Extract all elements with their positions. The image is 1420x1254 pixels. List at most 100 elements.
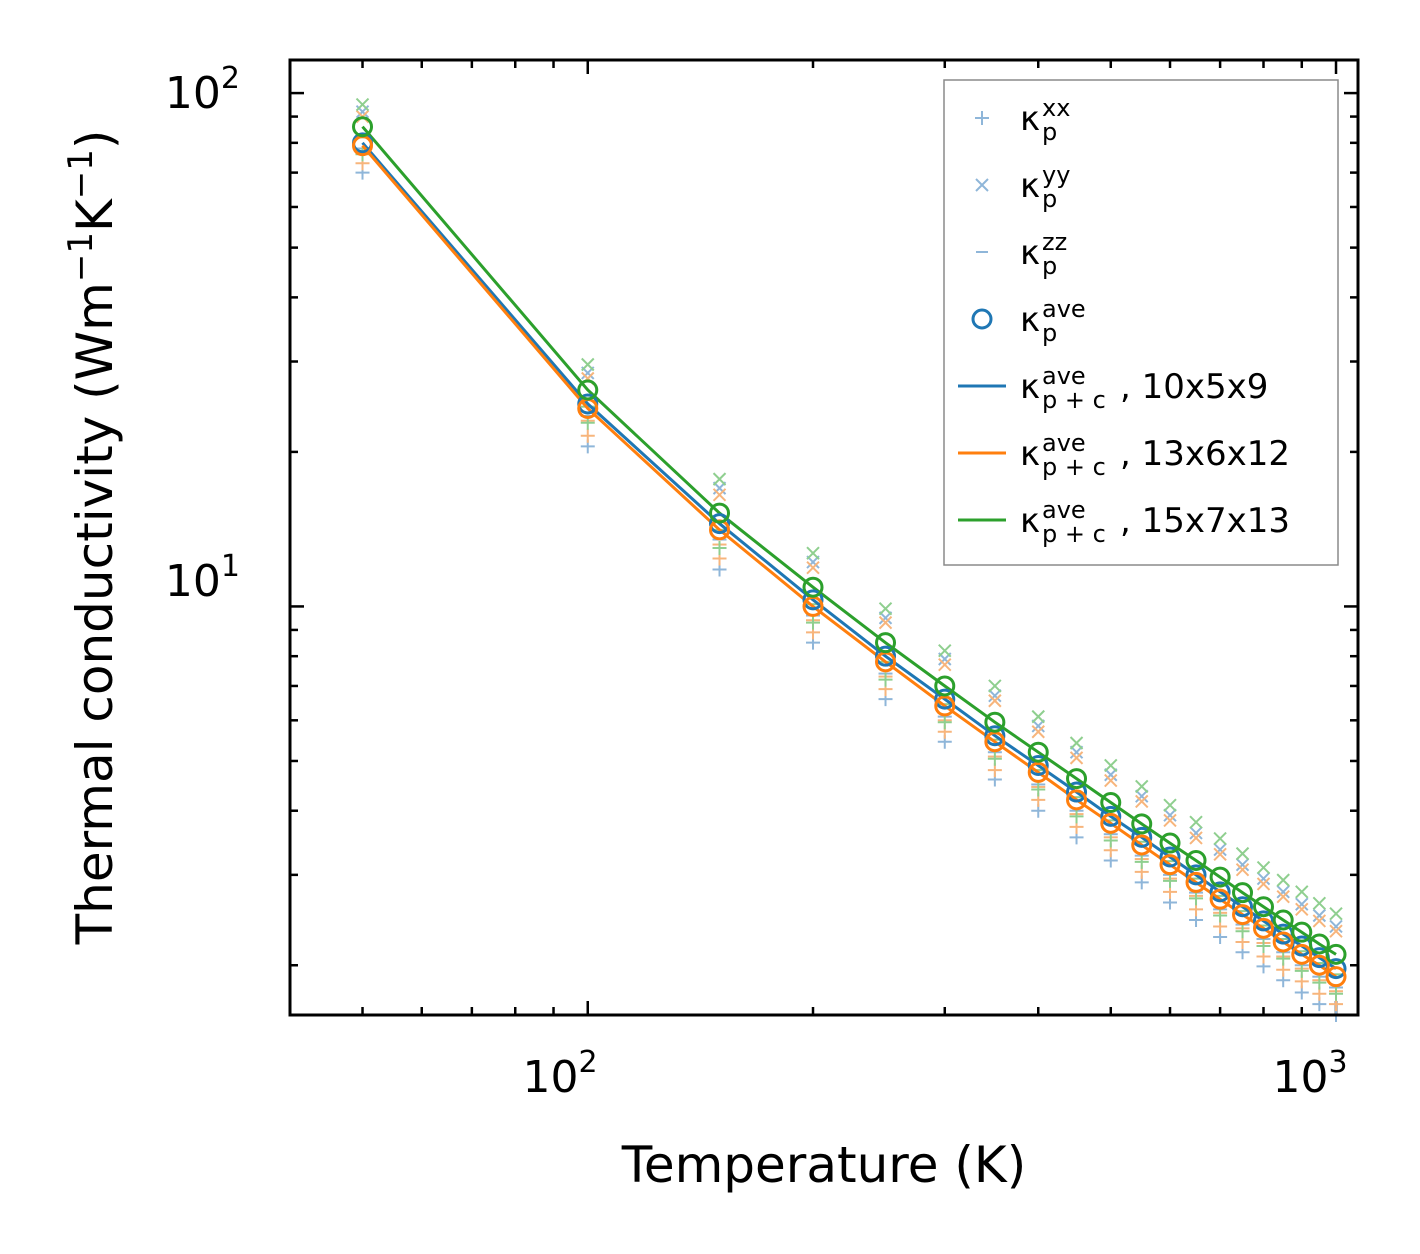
kappa-ave-marker: [1272, 909, 1294, 931]
kappa-yy-marker: [1163, 798, 1177, 812]
y-tick-label-10: 101: [165, 549, 240, 607]
y-axis-label-exp1: −1: [61, 232, 101, 282]
kappa-yy-marker: [1295, 897, 1309, 911]
kappa-ave-marker: [875, 632, 897, 654]
legend-kappa: κ: [1020, 434, 1040, 474]
kappa-ave-marker: [1066, 781, 1088, 803]
kappa-xx-marker: [1329, 986, 1344, 1001]
kappa-ave-marker: [1291, 943, 1313, 965]
kappa-ave-marker: [1185, 849, 1207, 871]
legend-superscript: yy: [1042, 161, 1070, 189]
legend-entry-3: κave p: [971, 295, 1086, 347]
kappa-ave-marker: [1325, 943, 1347, 965]
kappa-xx-marker: [1213, 908, 1228, 923]
legend-superscript: xx: [1042, 94, 1070, 122]
kappa-ave-marker: [1253, 896, 1275, 918]
kappa-yy-marker: [712, 472, 727, 486]
kappa-yy-marker: [938, 657, 952, 672]
kappa-ave-marker: [802, 589, 824, 611]
kappa-yy-marker: [1163, 808, 1177, 822]
kappa-yy-marker: [1135, 789, 1149, 803]
kappa-ave-marker: [1209, 881, 1231, 903]
kappa-yy-marker: [1329, 924, 1343, 938]
legend-label: κave p: [1020, 295, 1086, 347]
legend-kappa: κ: [1020, 300, 1040, 340]
kappa-yy-marker: [1189, 831, 1203, 845]
legend-kappa: κ: [1020, 99, 1040, 139]
kappa-ave-marker: [1308, 933, 1330, 955]
plot-frame: [288, 58, 1360, 1017]
kappa-ave-marker: [709, 502, 731, 524]
kappa-xx-marker: [1134, 854, 1149, 869]
kappa-ave-marker: [709, 513, 731, 535]
legend-marker-cross: [975, 178, 989, 192]
kappa-xx-marker: [878, 672, 893, 687]
kappa-xx-marker: [712, 540, 727, 555]
kappa-yy-marker: [1329, 919, 1343, 934]
y-tick-label-100-exp: 2: [221, 61, 240, 96]
legend-marker-circle: [971, 308, 993, 330]
kappa-ave-marker: [1131, 834, 1153, 856]
kappa-xx-marker: [1163, 873, 1178, 888]
legend-label: κyy p: [1020, 161, 1070, 213]
kappa-yy-marker: [1104, 773, 1118, 788]
kappa-yy-marker: [988, 694, 1002, 708]
legend-entry-5: κave p + c , 13x6x12: [958, 429, 1290, 481]
kappa-ave-marker: [577, 379, 599, 401]
legend-entry-1: κyy p: [975, 161, 1070, 213]
legend-subscript: p: [1042, 185, 1057, 213]
kappa-ave-marker: [1232, 904, 1254, 926]
kappa-ave-line-13x6x12: [361, 144, 1337, 978]
legend-subscript: p: [1042, 319, 1057, 347]
kappa-yy-marker: [806, 546, 820, 560]
kappa-yy-marker: [988, 689, 1002, 703]
kappa-ave-marker: [1027, 741, 1049, 763]
legend-label: κxx p: [1020, 94, 1070, 146]
kappa-yy-marker: [878, 615, 893, 630]
legend-superscript: ave: [1042, 362, 1086, 390]
kappa-ave-marker: [1027, 754, 1049, 776]
legend-kappa: κ: [1020, 501, 1040, 541]
average-markers: [352, 116, 1347, 988]
kappa-ave-marker: [1131, 813, 1153, 835]
kappa-yy-marker: [1295, 885, 1309, 899]
kappa-ave-marker: [1027, 761, 1049, 783]
kappa-yy-marker: [1312, 914, 1327, 928]
kappa-yy-marker: [1069, 751, 1084, 765]
kappa-yy-marker: [1256, 871, 1271, 886]
kappa-ave-marker: [984, 711, 1006, 733]
kappa-ave-marker: [1159, 832, 1181, 854]
kappa-ave-marker: [1066, 768, 1088, 790]
y-tick-label-100: 102: [165, 61, 240, 119]
kappa-ave-marker: [802, 576, 824, 598]
legend-subscript: p: [1042, 252, 1057, 280]
legend-kappa: κ: [1020, 166, 1040, 206]
kappa-ave-marker: [1100, 812, 1122, 834]
legend-label: κave p + c , 15x7x13: [1020, 496, 1290, 548]
kappa-ave-marker: [1185, 871, 1207, 893]
y-tick-label-100-base: 10: [165, 68, 221, 119]
kappa-ave-marker: [1272, 931, 1294, 953]
x-tick-label-1000-base: 10: [1272, 1052, 1328, 1103]
kappa-yy-marker: [1135, 794, 1149, 809]
kappa-ave-marker: [1131, 826, 1153, 848]
kappa-ave-marker: [1066, 789, 1088, 811]
kappa-ave-marker: [984, 731, 1006, 753]
kappa-yy-marker: [1163, 813, 1177, 828]
kappa-ave-line-10x5x9: [361, 141, 1337, 970]
kappa-yy-marker: [712, 488, 727, 502]
kappa-yy-marker: [1276, 889, 1290, 904]
legend-box: [943, 79, 1339, 566]
kappa-yy-marker: [1329, 907, 1343, 921]
kappa-yy-marker: [1276, 885, 1290, 899]
y-axis-label-suffix: ): [66, 130, 124, 150]
kappa-xx-marker: [1069, 809, 1084, 824]
kappa-xx-marker: [1256, 939, 1271, 954]
kappa-ave-marker: [1185, 864, 1207, 886]
kappa-ave-marker: [1308, 954, 1330, 976]
legend-kappa: κ: [1020, 233, 1040, 273]
y-axis-label: Thermal conductivity (Wm−1K−1): [61, 130, 124, 946]
kappa-yy-marker: [1104, 758, 1118, 773]
